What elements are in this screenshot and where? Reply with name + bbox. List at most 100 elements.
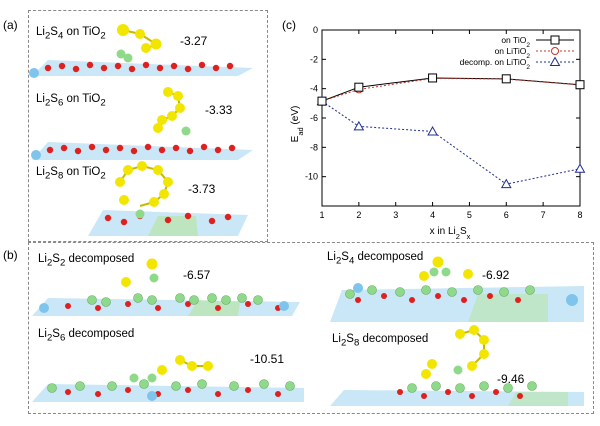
x-tick-label: 4 [430, 210, 435, 220]
formula-text: S [52, 253, 60, 265]
caption-suffix: on TiO [63, 26, 101, 38]
formula-sub: 8 [353, 337, 360, 349]
legend-label-text: decomp. on LiTiO [460, 57, 527, 67]
adsorption-energy-chart: Ead (eV) x in Li2Sx 1 2 3 4 5 6 7 80-2-4-6-8-10… [290, 25, 586, 241]
formula-text: Li [327, 251, 336, 263]
y-axis-label: Ead (eV) [290, 106, 305, 143]
formula-text: Li [36, 166, 45, 178]
decomposed-structure-2 [330, 256, 584, 322]
panel-a-caption-3: Li2S8 on TiO2 [36, 166, 106, 181]
legend-label-text: on LiTiO [495, 46, 527, 56]
panel-a-energy-3: -3.73 [188, 182, 216, 196]
formula-sub: 2 [100, 97, 106, 109]
x-axis-label-sub: 2 [456, 232, 460, 241]
y-axis-label-sub: ad [296, 127, 305, 135]
legend-label-sub: 2 [526, 53, 530, 60]
y-axis-label-tail: (eV) [290, 106, 301, 128]
formula-text: S [341, 251, 349, 263]
panel-b-frame [28, 242, 594, 414]
legend-label-text: on TiO [501, 35, 526, 45]
formula-text: S [50, 93, 58, 105]
formula-sub: 6 [57, 97, 64, 109]
formula-sub: 2 [100, 30, 106, 42]
caption-suffix: decomposed [359, 333, 429, 345]
y-axis-label-base: E [290, 135, 301, 142]
panel-a-caption-1: Li2S4 on TiO2 [36, 26, 106, 41]
caption-suffix: decomposed [354, 251, 424, 263]
y-tick-label: -10 [305, 172, 318, 182]
x-tick-label: 3 [393, 210, 398, 220]
formula-text: Li [332, 333, 341, 345]
x-axis-label: x in Li2Sx [430, 226, 471, 241]
formula-text: S [52, 328, 60, 340]
formula-sub: 2 [46, 257, 53, 269]
panel-a-energy-1: -3.27 [180, 34, 208, 48]
formula-sub: 2 [44, 97, 51, 109]
y-tick-label: -4 [310, 84, 318, 94]
x-tick-label: 7 [541, 210, 546, 220]
formula-text: S [50, 166, 58, 178]
formula-text: S [346, 333, 354, 345]
legend-label: decomp. on LiTiO2 [460, 57, 531, 71]
square-marker [354, 82, 364, 92]
legend-label: on TiO2 [501, 35, 530, 49]
decomposed-structure-3 [32, 355, 304, 402]
panel-b-caption-2: Li2S4 decomposed [327, 251, 423, 266]
panel-b-energy-4: -9.46 [497, 372, 525, 386]
legend-label-sub: 2 [526, 64, 530, 71]
square-marker [501, 74, 511, 84]
decomposed-structure-1 [32, 258, 300, 316]
formula-sub: 2 [100, 170, 106, 182]
caption-suffix: decomposed [65, 328, 135, 340]
chart-series [316, 73, 586, 189]
plot-frame [321, 29, 581, 207]
caption-suffix: on TiO [63, 93, 101, 105]
panel-b-caption-3: Li2S6 decomposed [38, 328, 134, 343]
formula-sub: 8 [57, 170, 64, 182]
formula-sub: 2 [44, 170, 51, 182]
panel-b-caption-1: Li2S2 decomposed [38, 253, 134, 268]
caption-suffix: on TiO [63, 166, 101, 178]
panel-a-label: (a) [3, 18, 18, 32]
y-tick-label: -6 [310, 113, 318, 123]
formula-sub: 2 [44, 30, 51, 42]
x-tick-label: 2 [356, 210, 361, 220]
panel-a-structures [29, 24, 253, 236]
triangle-marker [500, 178, 512, 189]
decomposed-structure-4 [330, 325, 584, 406]
panel-b-structures [32, 256, 584, 406]
x-axis-label-base: x in Li [430, 226, 456, 237]
square-marker [575, 80, 585, 90]
formula-sub: 6 [59, 332, 66, 344]
legend-label-sub: 2 [526, 42, 530, 49]
panel-b-energy-1: -6.57 [183, 268, 211, 282]
formula-sub: 2 [335, 255, 342, 267]
formula-text: Li [36, 26, 45, 38]
panel-a-caption-2: Li2S6 on TiO2 [36, 93, 106, 108]
panel-a-frame [28, 10, 268, 242]
x-axis-label-sub: x [467, 232, 471, 241]
square-marker [428, 73, 438, 83]
y-tick-label: 0 [313, 25, 318, 35]
formula-text: Li [38, 328, 47, 340]
triangle-marker [353, 120, 365, 131]
tio2-slab-1 [29, 60, 253, 78]
formula-text: Li [38, 253, 47, 265]
caption-suffix: decomposed [65, 253, 135, 265]
tio2-slab-2 [31, 142, 253, 160]
y-tick-label: -8 [310, 142, 318, 152]
formula-sub: 2 [340, 337, 347, 349]
triangle-marker [549, 56, 561, 66]
x-tick-label: 5 [467, 210, 472, 220]
formula-text: Li [36, 93, 45, 105]
series-line-3 [321, 100, 581, 185]
formula-sub: 2 [46, 332, 53, 344]
x-tick-label: 8 [577, 210, 582, 220]
panel-a-energy-2: -3.33 [205, 103, 233, 117]
panel-b-energy-2: -6.92 [482, 268, 510, 282]
formula-sub: 4 [348, 255, 355, 267]
formula-sub: 2 [59, 257, 66, 269]
li2s6-molecule [153, 87, 191, 136]
panel-c-label: (c) [282, 18, 296, 32]
